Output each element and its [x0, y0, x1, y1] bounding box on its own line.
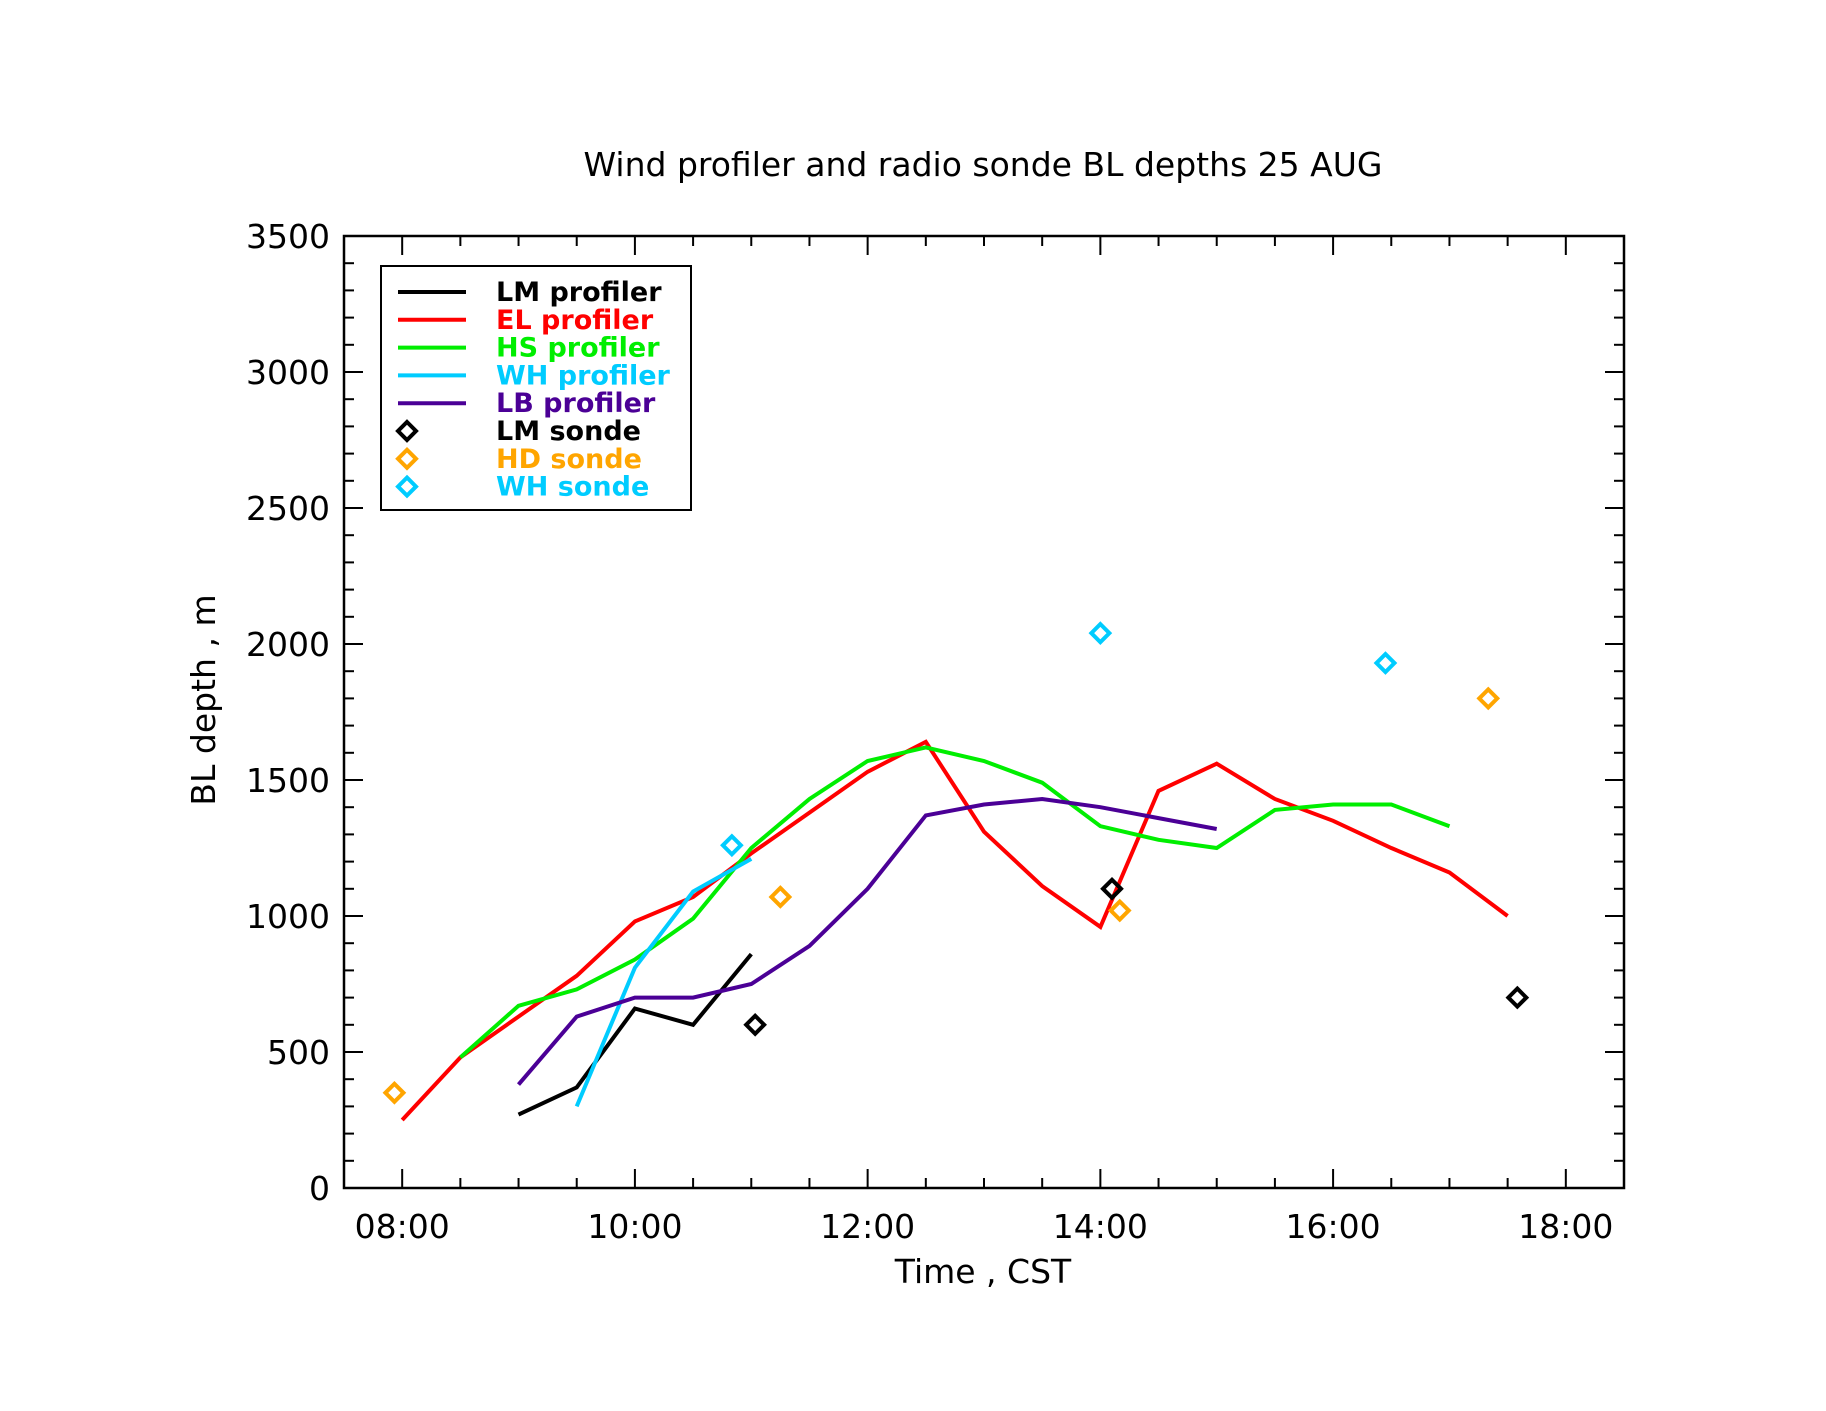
x-axis-label: Time , CST — [894, 1252, 1072, 1291]
legend-box — [380, 265, 692, 511]
x-tick-label: 08:00 — [355, 1207, 450, 1246]
x-tick-label: 18:00 — [1518, 1207, 1613, 1246]
y-tick-label: 0 — [309, 1169, 330, 1208]
hs-profiler-line — [459, 745, 1451, 1059]
legend-hd-sonde-label: HD sonde — [496, 444, 642, 475]
x-tick-label: 16:00 — [1286, 1207, 1381, 1246]
x-tick-label: 14:00 — [1053, 1207, 1148, 1246]
y-tick-label: 1000 — [246, 897, 330, 936]
el-profiler-line — [400, 739, 1509, 1122]
hd-sonde-marker — [768, 885, 793, 909]
lb-profiler-line — [516, 796, 1218, 1086]
legend-lm-sonde-swatch — [395, 419, 419, 443]
lm-sonde-marker — [743, 1012, 767, 1037]
wh-sonde-marker — [1088, 621, 1113, 645]
hd-sonde-marker — [1107, 898, 1132, 923]
y-axis-label: BL depth , m — [184, 594, 223, 805]
plot-area: 08:00 10:00 12:00 14:00 16:00 18:00 0 500 1000 15… — [246, 217, 1626, 1246]
x-tick-label: 12:00 — [820, 1207, 915, 1246]
legend-hd-sonde-swatch — [395, 446, 419, 471]
y-tick-label: 2000 — [246, 625, 330, 664]
legend-hs-profiler-label: HS profiler — [496, 333, 660, 364]
legend-lb-profiler-label: LB profiler — [496, 388, 656, 419]
legend-lm-sonde-label: LM sonde — [496, 416, 641, 447]
y-tick-label: 3500 — [246, 217, 330, 256]
legend-wh-sonde-swatch — [395, 474, 419, 499]
wh-profiler-line — [574, 857, 753, 1108]
legend-wh-profiler-label: WH profiler — [496, 360, 671, 391]
chart-title: Wind profiler and radio sonde BL depths … — [584, 145, 1383, 184]
y-tick-label: 3000 — [246, 353, 330, 392]
legend-wh-sonde-label: WH sonde — [496, 472, 649, 503]
legend-lm-profiler-label: LM profiler — [496, 277, 662, 308]
lm-sonde-marker — [1505, 985, 1530, 1010]
wh-sonde-marker — [1373, 651, 1398, 675]
y-tick-label: 1500 — [246, 761, 330, 800]
hd-sonde-marker — [382, 1080, 407, 1105]
y-tick-label: 2500 — [246, 489, 330, 528]
lm-sonde-marker — [1100, 876, 1124, 901]
x-tick-label: 10:00 — [587, 1207, 682, 1246]
wh-sonde-marker — [720, 833, 744, 858]
lm-profiler-line — [517, 952, 753, 1117]
y-tick-label: 500 — [267, 1033, 330, 1072]
hd-sonde-marker — [1476, 686, 1501, 711]
legend-el-profiler-label: EL profiler — [496, 305, 654, 336]
